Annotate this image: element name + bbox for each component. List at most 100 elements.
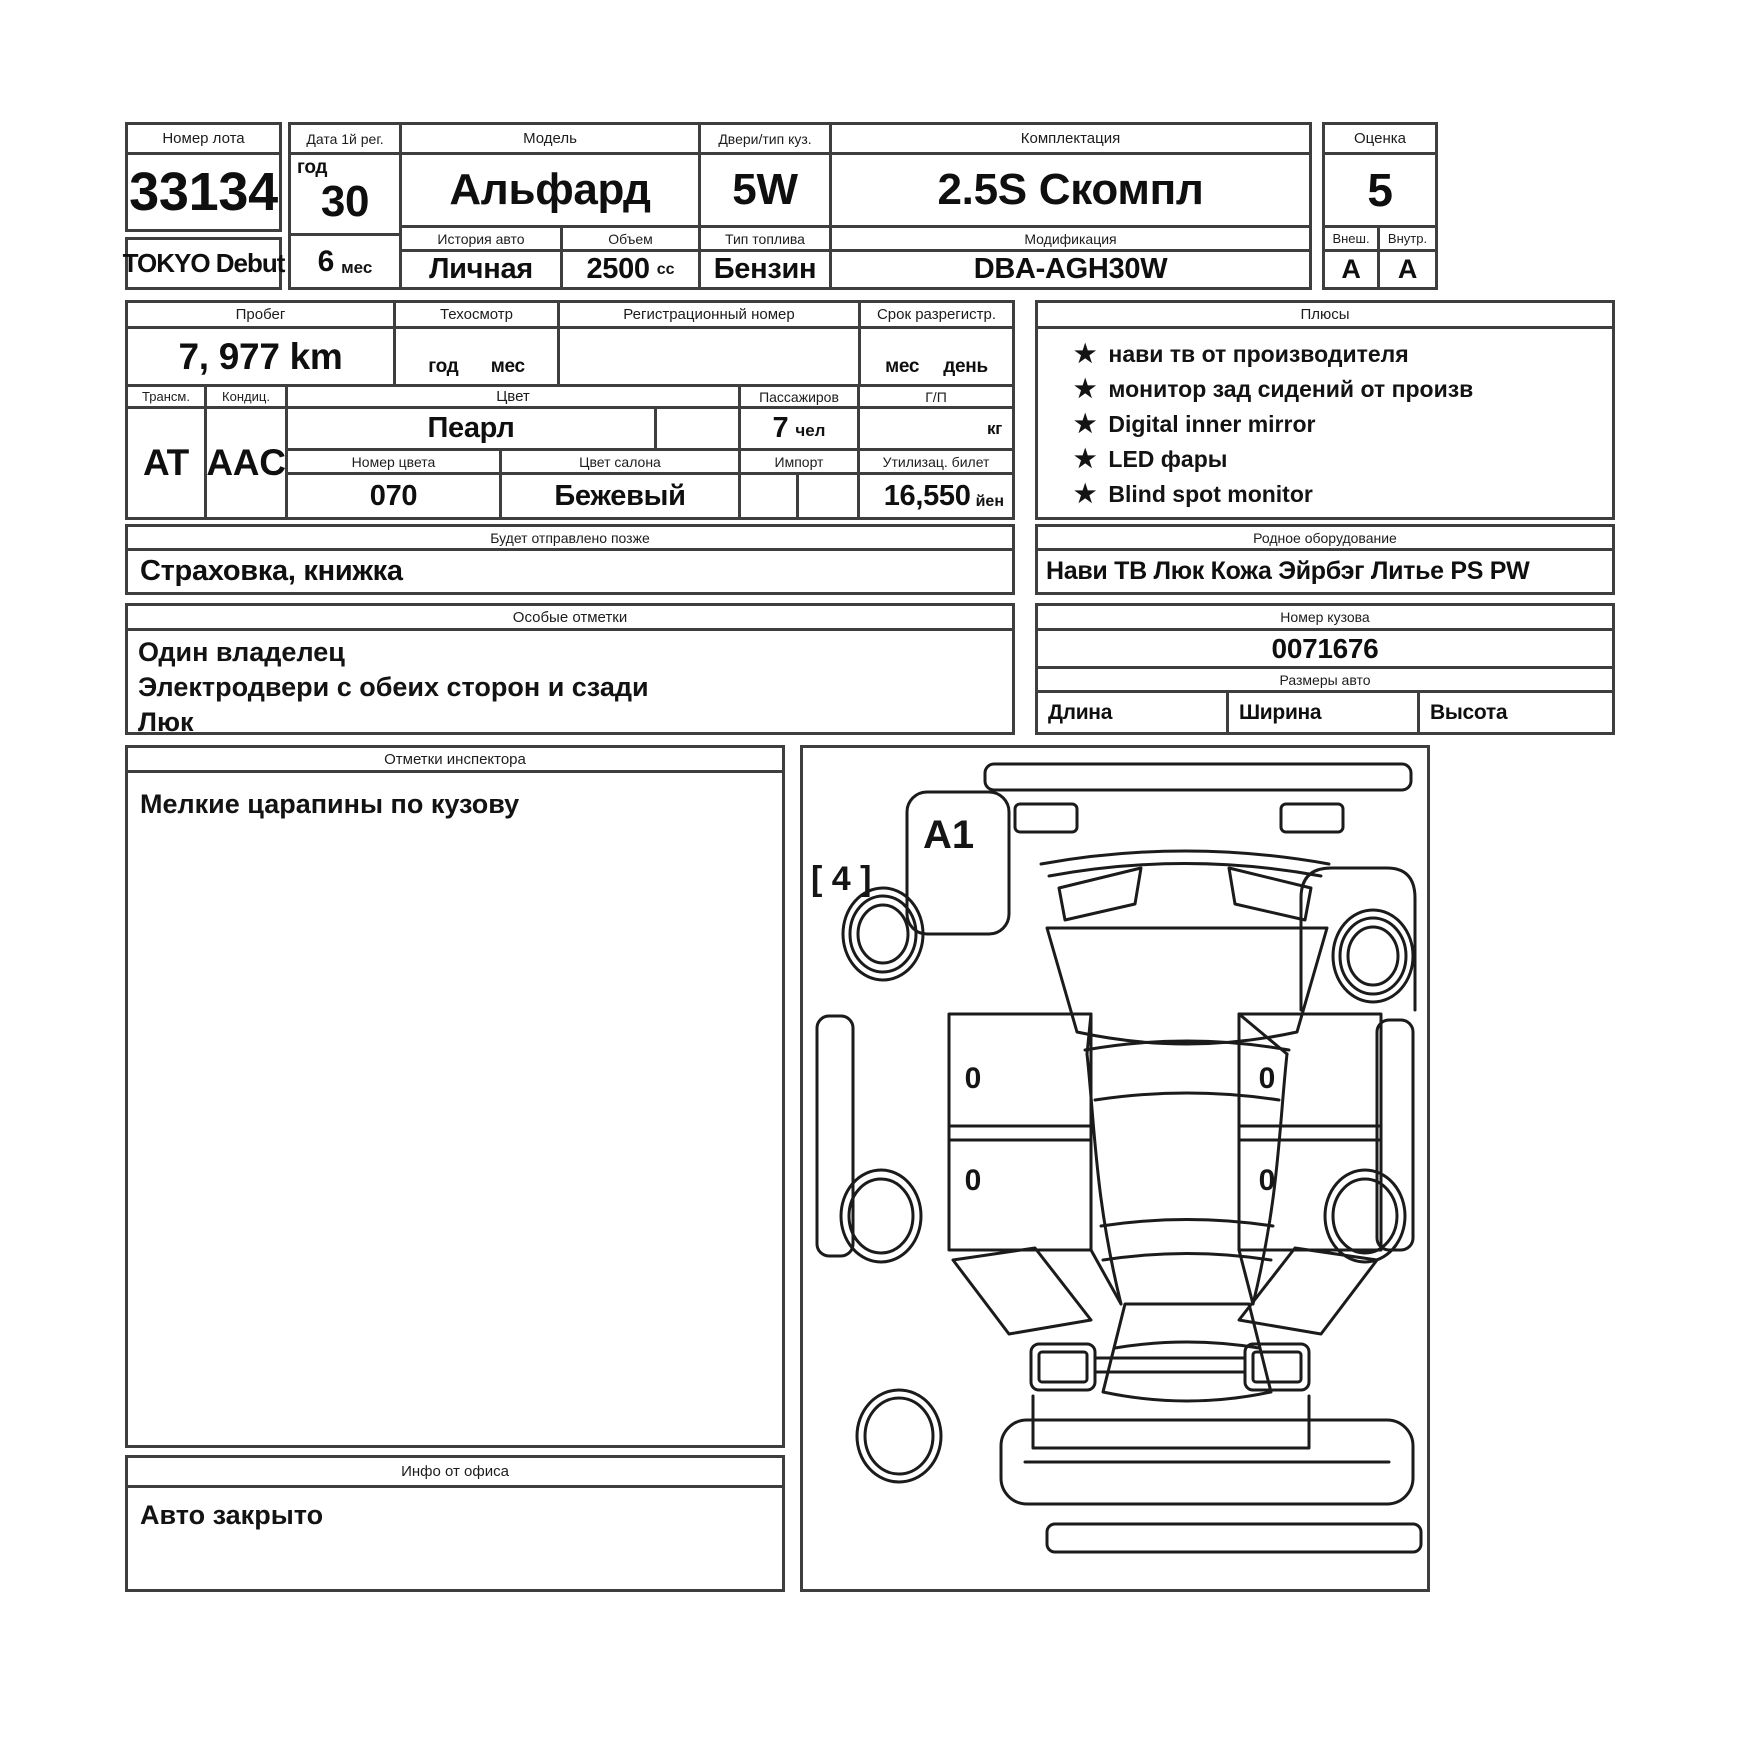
details-block: Пробег Техосмотр Регистрационный номер С… [125,300,1015,520]
seat-line [1101,1252,1273,1262]
damage-zone-label: A1 [923,813,974,857]
diagram-count-label: [ 4 ] [811,860,871,898]
dereg-cell: мес день [861,329,1012,384]
first-reg-label: Дата 1й рег. [291,125,399,155]
car-top-view-diagram: A1 [ 4 ] 0 0 0 0 [811,762,1423,1554]
grade-exterior-label: Внеш. [1325,228,1380,252]
first-reg-months: 6 [317,244,335,278]
passengers-value: 7 [772,412,789,444]
passengers-unit: чел [795,421,826,440]
roof-front-line [1083,1039,1291,1052]
send-later-label: Будет отправлено позже [128,527,1012,551]
dimension-width-label: Ширина [1229,693,1420,732]
history-value: Личная [429,253,533,285]
first-reg-year-word: год [297,157,328,178]
lot-number-label: Номер лота [128,125,279,155]
trim-value: 2.5S Скомпл [832,155,1309,228]
passengers-label: Пассажиров [741,387,857,409]
engine-volume-value: 2500 [586,253,650,285]
dimension-length-label: Длина [1038,693,1229,732]
cowl-line [1039,849,1331,866]
special-note: Люк [138,707,194,737]
grade-label: Оценка [1325,125,1435,155]
grade-box: Оценка 5 Внеш. Внутр. A A [1322,122,1438,290]
lot-number-value: 33134 [129,162,278,222]
mileage-value: 7, 977 km [128,329,396,384]
wheel-rear-right [1323,1168,1407,1264]
payload-label: Г/П [860,387,1012,409]
recycle-fee-value: 16,550 [883,479,971,512]
oem-equipment-box: Родное оборудование Нави ТВ Люк Кожа Эйр… [1035,524,1615,595]
body-number-box: Номер кузова 0071676 Размеры авто Длина … [1035,603,1615,735]
doors-value: 5W [701,155,829,228]
dimension-height-label: Высота [1430,700,1508,724]
inspection-cell: год мес [396,329,560,384]
aircon-column: Кондиц. AAC [206,387,288,517]
inspector-notes-box: Отметки инспектора Мелкие царапины по ку… [125,745,785,1448]
fender-panel-left [905,790,1011,936]
dereg-label: Срок разрегистр. [861,303,1012,329]
roof-detail-left [1013,802,1079,834]
vehicle-header-block: Дата 1й рег. год 30 6 мес Модель Альфард… [288,122,1312,290]
body-number-value: 0071676 [1038,631,1612,669]
model-column: Модель Альфард История авто Личная Объем… [402,125,701,287]
front-bumper-strip [983,762,1413,792]
wiper-left [1057,866,1143,922]
inspector-note: Мелкие царапины по кузову [140,789,520,819]
taillight-right-inner [1251,1350,1303,1384]
grade-interior-value: A [1397,254,1418,284]
grade-value: 5 [1325,155,1435,228]
recycle-fee-cell: 16,550 йен [860,475,1012,517]
send-later-box: Будет отправлено позже Страховка, книжка [125,524,1015,595]
payload-column: Г/П кг Утилизац. билет 16,550 йен [860,387,1012,517]
model-label: Модель [402,125,698,155]
body-number-label: Номер кузова [1038,606,1612,631]
special-note: Электродвери с обеих сторон и сзади [138,672,649,702]
pluses-box: Плюсы ★ нави тв от производителя ★ монит… [1035,300,1615,520]
transmission-label: Трансм. [128,387,204,409]
star-icon: ★ [1074,410,1097,438]
special-notes-box: Особые отметки Один владелец Электродвер… [125,603,1015,737]
plus-item-label: Blind spot monitor [1108,481,1313,507]
import-cell-2 [799,475,857,517]
inspection-label: Техосмотр [396,303,560,329]
star-icon: ★ [1074,480,1097,508]
inspector-notes-label: Отметки инспектора [128,748,782,773]
aircon-label: Кондиц. [207,387,285,409]
sill-panel-left [815,1014,855,1258]
office-info-area: Авто закрыто [128,1488,782,1589]
taillight-left-inner [1037,1350,1089,1384]
model-value: Альфард [402,155,698,228]
doors-label: Двери/тип куз. [701,125,829,155]
office-note: Авто закрыто [140,1500,324,1530]
engine-volume-unit: cc [656,261,675,278]
wheel-front-right [1331,908,1415,1004]
plus-item: ★ LED фары [1074,442,1602,477]
door-mark-rear-right: 0 [1259,1164,1276,1197]
cowl-line [1047,862,1323,878]
sill-panel-right [1375,1018,1415,1252]
passengers-cell: 7 чел [741,409,857,451]
plus-item-label: LED фары [1108,446,1228,472]
first-reg-year-cell: год 30 [291,155,399,236]
special-note: Один владелец [138,637,345,667]
office-info-label: Инфо от офиса [128,1458,782,1488]
plus-item-label: монитор зад сидений от произв [1108,376,1474,402]
auction-badge: TOKYO Debut [122,248,286,278]
modification-value: DBA-AGH30W [973,253,1168,285]
mileage-label: Пробег [128,303,396,329]
reg-number-label: Регистрационный номер [560,303,861,329]
car-diagram-box: A1 [ 4 ] 0 0 0 0 [800,745,1430,1592]
plus-item: ★ Digital inner mirror [1074,407,1602,442]
wheel-rear-left [839,1168,923,1264]
wheel-front-left [841,886,925,982]
pluses-label: Плюсы [1038,303,1612,329]
rear-window [1101,1302,1273,1403]
engine-volume-cell: 2500 cc [563,252,698,287]
inspection-month-word: мес [490,356,525,377]
star-icon: ★ [1074,445,1097,473]
oem-equipment-label: Родное оборудование [1038,527,1612,551]
pillar-line [1237,1012,1289,1056]
plus-item-label: нави тв от производителя [1108,341,1409,367]
pluses-list: ★ нави тв от производителя ★ монитор зад… [1038,329,1612,517]
